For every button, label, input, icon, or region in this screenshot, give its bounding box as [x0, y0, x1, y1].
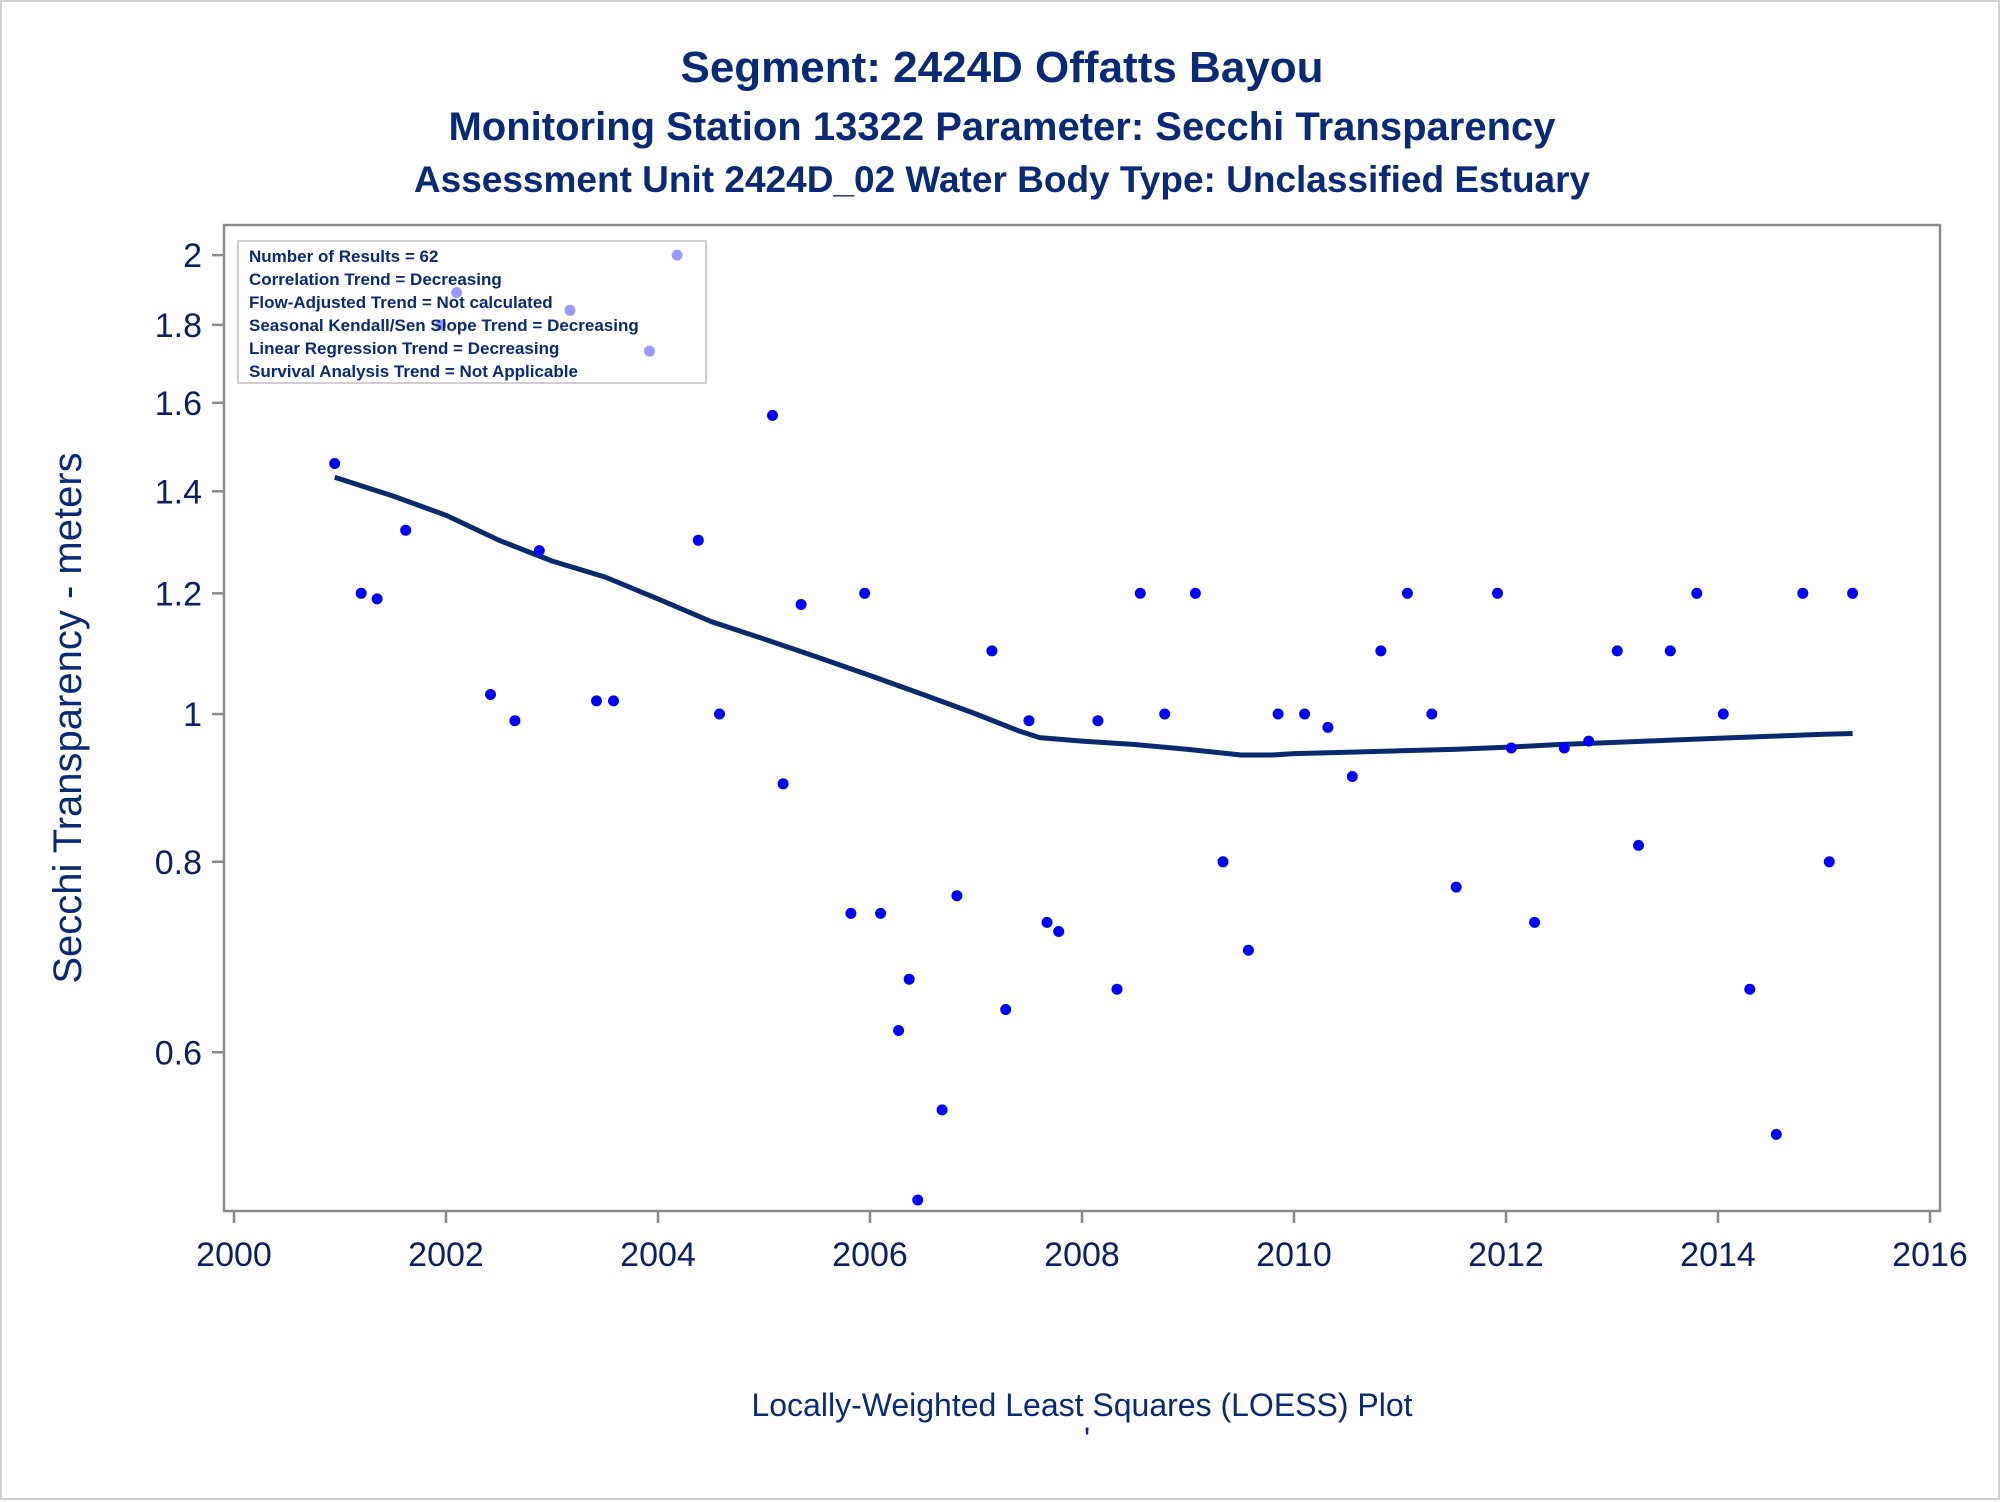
data-point	[767, 409, 778, 421]
data-point	[1023, 715, 1035, 727]
loess-curve	[333, 474, 1853, 758]
y-axis-label: Secchi Transparency - meters	[46, 452, 90, 983]
y-axis: 0.6 0.8 1 1.2 1.4 1.6 1.8 2	[155, 237, 224, 1072]
data-point	[533, 545, 545, 557]
data-point	[1664, 645, 1676, 657]
y-tick-label: 1.6	[155, 385, 202, 423]
data-point	[1583, 735, 1595, 747]
x-tick-label: 2008	[1044, 1236, 1120, 1274]
stats-box-border	[237, 240, 707, 384]
data-point	[1611, 645, 1623, 657]
x-axis: 2000 2002 2004 2006 2008 2010 2012 2014 2016	[196, 1211, 1968, 1274]
footnote-text: Locally-Weighted Least Squares (LOESS) P…	[751, 1387, 1412, 1423]
y-tick-label: 0.8	[155, 844, 202, 882]
data-point	[1217, 856, 1229, 868]
data-point	[1770, 1128, 1782, 1140]
data-point	[1401, 587, 1413, 599]
x-tick-label: 2014	[1680, 1236, 1756, 1274]
data-point	[329, 458, 341, 469]
chart-subtitle-1: Monitoring Station 13322 Parameter: Secc…	[448, 105, 1556, 149]
data-point	[1823, 856, 1835, 868]
stat-seasonal-kendall-trend: Seasonal Kendall/Sen Slope Trend = Decre…	[249, 316, 639, 335]
y-tick-label: 0.6	[155, 1034, 202, 1072]
data-point	[692, 534, 704, 546]
data-point	[1242, 944, 1254, 956]
data-point	[1426, 708, 1438, 720]
data-point	[371, 593, 383, 605]
data-point	[777, 778, 789, 790]
data-point	[1159, 708, 1171, 720]
data-point	[1633, 839, 1644, 851]
data-point	[912, 1194, 924, 1206]
data-point	[1450, 881, 1462, 893]
chart-subtitle-2: Assessment Unit 2424D_02 Water Body Type…	[414, 159, 1591, 200]
data-point	[1041, 916, 1053, 928]
loess-curve-group	[333, 474, 1853, 758]
plot-area	[222, 223, 1942, 1213]
data-point	[1111, 983, 1123, 995]
x-tick-label: 2004	[620, 1236, 696, 1274]
data-point	[1492, 587, 1503, 599]
stat-flow-adjusted-trend: Flow-Adjusted Trend = Not calculated	[249, 293, 553, 312]
data-point	[400, 524, 412, 536]
data-point	[1134, 587, 1146, 599]
data-point	[1558, 742, 1570, 754]
y-tick-label: 1.8	[155, 307, 202, 345]
y-tick-label: 1.2	[155, 575, 202, 613]
x-tick-label: 2002	[408, 1236, 484, 1274]
data-point	[986, 645, 998, 657]
data-point	[355, 587, 367, 599]
y-tick-label: 2	[183, 237, 202, 275]
data-point	[608, 695, 619, 707]
data-point	[845, 907, 857, 919]
x-tick-label: 2010	[1256, 1236, 1332, 1274]
data-point	[1092, 715, 1104, 727]
y-tick-label: 1	[183, 696, 202, 734]
x-tick-label: 2000	[196, 1236, 272, 1274]
data-point	[485, 689, 496, 700]
x-tick-label: 2016	[1892, 1236, 1968, 1274]
data-point	[1299, 708, 1311, 720]
data-point	[1691, 587, 1703, 599]
data-point	[714, 708, 725, 720]
footnote-mark: '	[1084, 1421, 1090, 1457]
data-point	[1847, 587, 1859, 599]
data-point	[1375, 645, 1387, 657]
stat-correlation-trend: Correlation Trend = Decreasing	[249, 270, 502, 289]
data-point	[1505, 742, 1517, 754]
data-point	[1053, 926, 1065, 937]
stat-number-of-results: Number of Results = 62	[249, 247, 438, 266]
stat-survival-analysis-trend: Survival Analysis Trend = Not Applicable	[249, 362, 578, 381]
data-point	[1322, 721, 1334, 733]
y-tick-label: 1.4	[155, 473, 202, 511]
data-point	[1717, 708, 1729, 720]
data-point	[1797, 587, 1809, 599]
data-point	[936, 1104, 948, 1116]
data-point	[1189, 587, 1201, 599]
data-point	[1529, 916, 1541, 928]
data-point	[509, 715, 521, 727]
x-tick-label: 2012	[1468, 1236, 1544, 1274]
data-point	[859, 587, 871, 599]
data-point	[875, 907, 887, 919]
data-point	[1346, 771, 1358, 782]
data-point	[795, 599, 807, 610]
data-point	[591, 695, 602, 707]
stats-legend-box: Number of Results = 62 Correlation Trend…	[237, 240, 707, 384]
data-point	[1744, 983, 1756, 995]
data-point	[951, 890, 963, 902]
x-tick-label: 2006	[832, 1236, 908, 1274]
data-point	[1000, 1004, 1012, 1015]
chart-title: Segment: 2424D Offatts Bayou	[680, 43, 1323, 92]
data-point	[1272, 708, 1284, 720]
stat-linear-regression-trend: Linear Regression Trend = Decreasing	[249, 339, 559, 358]
data-point	[893, 1025, 905, 1036]
data-point	[903, 973, 915, 985]
